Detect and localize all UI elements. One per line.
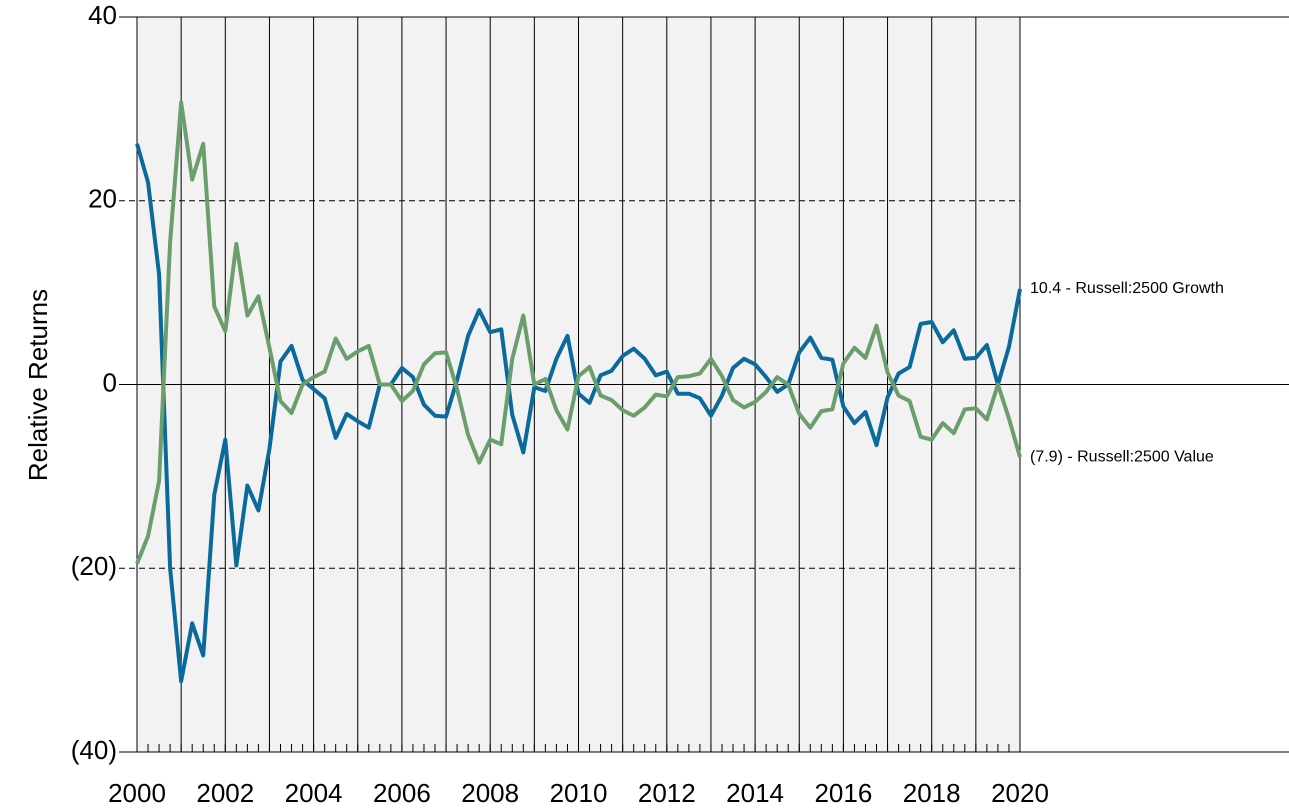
y-tick-label: 0 xyxy=(103,367,117,397)
y-tick-label: (20) xyxy=(71,551,117,581)
end-label: (7.9) - Russell:2500 Value xyxy=(1030,448,1214,465)
x-tick-label: 2000 xyxy=(108,778,166,808)
series-line xyxy=(135,100,1022,565)
x-tick-label: 2018 xyxy=(903,778,961,808)
x-tick-label: 2004 xyxy=(285,778,343,808)
x-tick-label: 2008 xyxy=(461,778,519,808)
y-tick-label: (40) xyxy=(71,735,117,765)
x-tick-label: 2010 xyxy=(550,778,608,808)
end-label: 10.4 - Russell:2500 Growth xyxy=(1030,280,1224,297)
x-tick-label: 2006 xyxy=(373,778,431,808)
x-tick-label: 2016 xyxy=(814,778,872,808)
x-tick-label: 2002 xyxy=(196,778,254,808)
y-axis-label: Relative Returns xyxy=(23,289,53,481)
x-tick-label: 2020 xyxy=(991,778,1049,808)
x-tick-label: 2012 xyxy=(638,778,696,808)
y-tick-label: 40 xyxy=(88,0,117,30)
y-tick-label: 20 xyxy=(88,184,117,214)
series-line xyxy=(135,143,1022,684)
x-tick-label: 2014 xyxy=(726,778,784,808)
